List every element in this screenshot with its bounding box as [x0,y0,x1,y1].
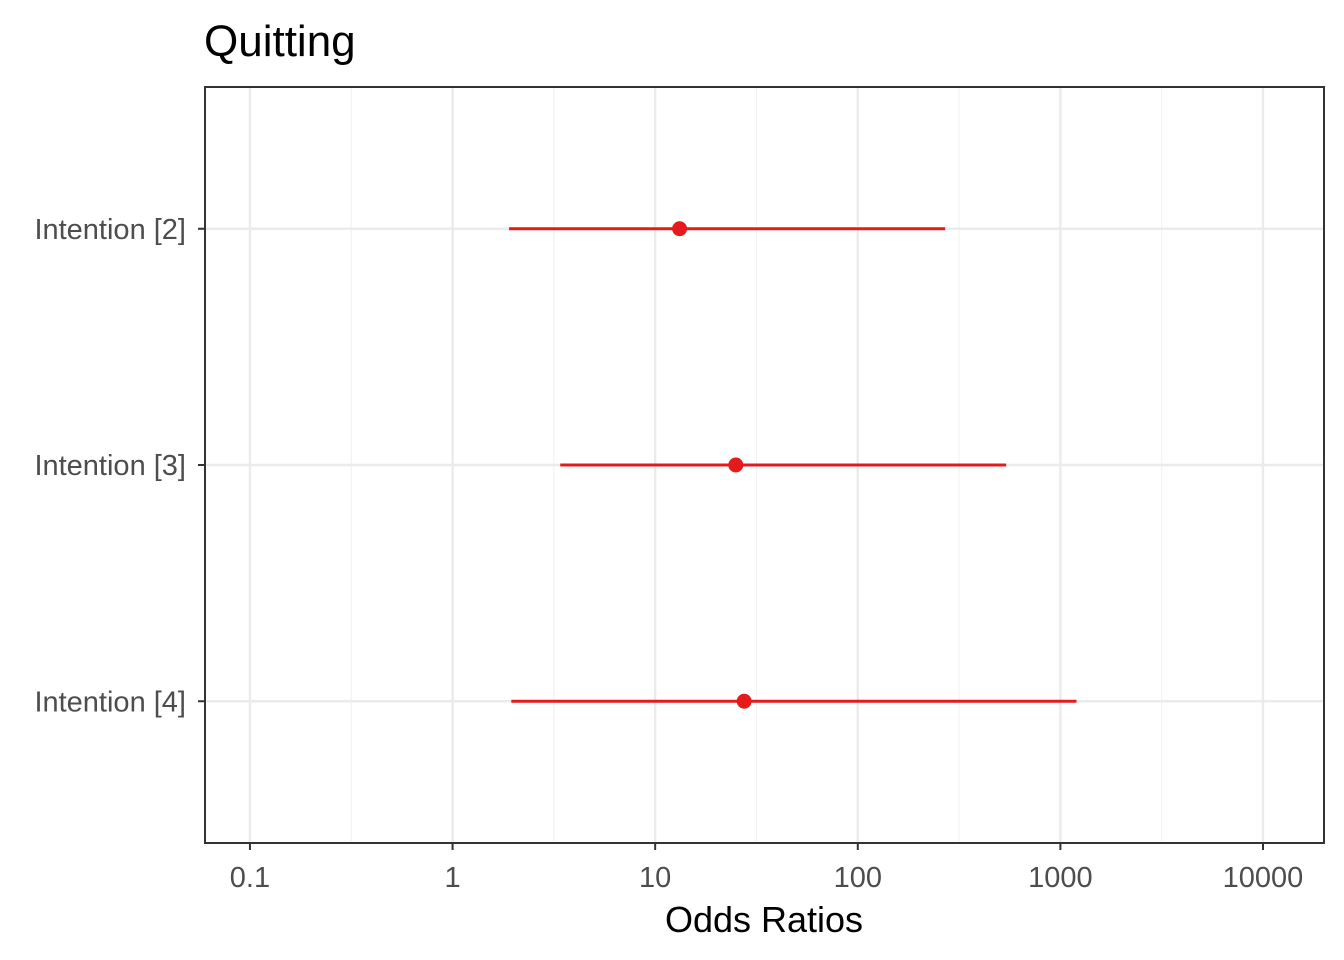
x-tick-label: 0.1 [230,862,270,894]
y-tick-label: Intention [2] [34,214,186,246]
x-tick-label: 10 [639,862,671,894]
y-axis: Intention [2] Intention [3] Intention [4] [34,214,205,718]
x-axis-title: Odds Ratios [665,899,863,940]
y-tick-label: Intention [4] [34,686,186,718]
x-tick-label: 10000 [1223,862,1304,894]
x-tick-label: 1 [444,862,460,894]
y-tick-label: Intention [3] [34,450,186,482]
x-tick-label: 100 [834,862,882,894]
chart-title: Quitting [204,17,356,66]
x-tick-label: 1000 [1028,862,1093,894]
x-axis: 0.1 1 10 100 1000 10000 [230,843,1304,894]
data-marks [509,221,1077,709]
point-estimate [736,693,752,709]
point-estimate [728,457,744,473]
point-estimate [672,221,688,237]
